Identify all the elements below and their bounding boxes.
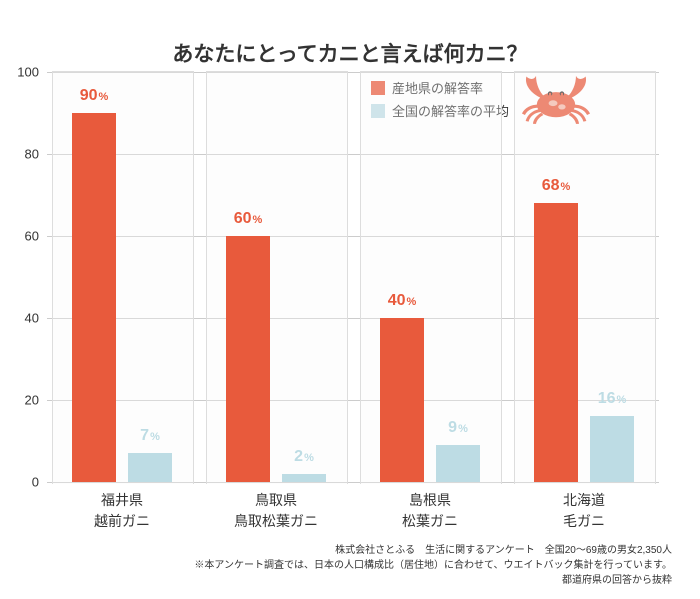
ytick-label: 60 xyxy=(9,229,39,244)
ytick-label: 80 xyxy=(9,147,39,162)
bar-value-label: 9% xyxy=(448,419,468,437)
bar-value-label: 2% xyxy=(294,448,314,466)
bar xyxy=(590,416,634,482)
footnotes: 株式会社さとふる 生活に関するアンケート 全国20〜69歳の男女2,350人 ※… xyxy=(0,543,672,588)
xtick-label: 福井県越前ガニ xyxy=(52,490,192,532)
xtick-label: 北海道毛ガニ xyxy=(514,490,654,532)
chart-area: 産地県の解答率 全国の解答率の平均 xyxy=(47,72,659,482)
bar-value-label: 90% xyxy=(80,87,109,105)
ytick-label: 0 xyxy=(9,475,39,490)
bar xyxy=(380,318,424,482)
xtick-label: 鳥取県鳥取松葉ガニ xyxy=(206,490,346,532)
footnote-line-1: 株式会社さとふる 生活に関するアンケート 全国20〜69歳の男女2,350人 xyxy=(0,543,672,558)
footnote-line-2: ※本アンケート調査では、日本の人口構成比（居住地）に合わせて、ウエイトバック集計… xyxy=(0,558,672,573)
bar xyxy=(226,236,270,482)
bar-value-label: 60% xyxy=(234,210,263,228)
page-root: あなたにとってカニと言えば何カニ？ 産地県の解答率 全国の解答率の平均 xyxy=(0,0,700,599)
bar xyxy=(72,113,116,482)
bar xyxy=(128,453,172,482)
bar xyxy=(282,474,326,482)
bar xyxy=(534,203,578,482)
bar-value-label: 7% xyxy=(140,427,160,445)
ytick-label: 40 xyxy=(9,311,39,326)
bar-value-label: 68% xyxy=(542,177,571,195)
bar-value-label: 40% xyxy=(388,292,417,310)
bar xyxy=(436,445,480,482)
ytick-label: 20 xyxy=(9,393,39,408)
ytick-label: 100 xyxy=(9,65,39,80)
chart-title: あなたにとってカニと言えば何カニ？ xyxy=(0,38,700,68)
bar-value-label: 16% xyxy=(598,390,627,408)
xtick-label: 島根県松葉ガニ xyxy=(360,490,500,532)
footnote-line-3: 都道府県の回答から抜粋 xyxy=(0,573,672,588)
